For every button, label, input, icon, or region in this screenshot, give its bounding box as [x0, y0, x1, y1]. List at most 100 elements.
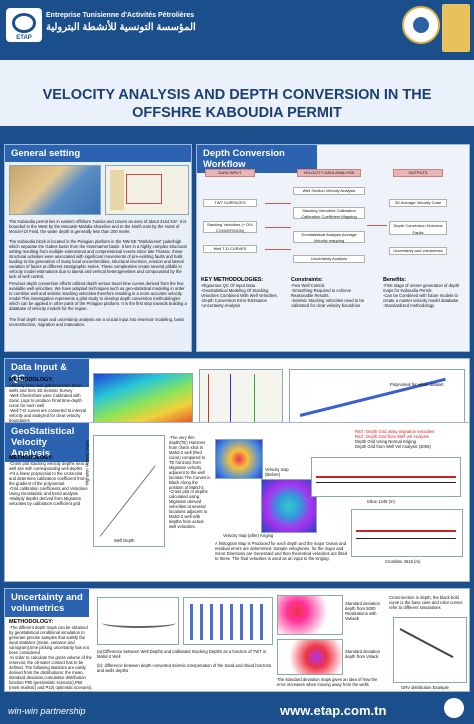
std-deviation-map-a: [277, 595, 343, 635]
benefits: Benefits: -First stage of orener generat…: [383, 277, 469, 308]
geostat-note1: -The very thin depth(TE) Horizons from c…: [169, 435, 211, 490]
block-map: [105, 165, 189, 215]
workflow-head: Depth Conversion Workflow: [197, 145, 317, 173]
well-depth-label: Well Depth: [114, 538, 135, 543]
std-deviation-map-b: [277, 639, 343, 675]
geostat-item: -Multiply depths derived from Migration …: [9, 496, 82, 506]
grv-caption: GRV distribution Example: [401, 685, 449, 690]
flow-col-outputs: OUTPUTS: [393, 169, 443, 177]
etap-mark-icon: [12, 13, 36, 33]
general-p1: The Kaboudia permit lies in eastern offs…: [9, 219, 187, 234]
key-item: -Depth Conversion Error Estimation: [201, 298, 268, 303]
flow-an-geostat: Geostatistical Analysis Average Velocity…: [293, 231, 365, 243]
geostat-note2: -Cross plot of depths calculated using M…: [169, 489, 208, 529]
uncertainty-caption-b: (b): difference between depth converted …: [97, 663, 272, 673]
inline-section: [311, 457, 461, 497]
data-qc-item: -Velocity Data was gathered from three w…: [9, 383, 82, 393]
depth-grid-legend: Red : Depth Grid using migration velocit…: [355, 429, 467, 449]
constraint-item: -Few Well Control.: [291, 283, 326, 288]
constraint-item: Reasonable Results.: [291, 293, 330, 298]
uncertainty-item: -In order to calculate the gross volume …: [9, 655, 93, 690]
key-item: -Rigourous QC Of Input Data: [201, 283, 255, 288]
data-qc-item: -Well Checkshots were Calibrated with So…: [9, 393, 82, 408]
general-p2: The Kaboudia block is located in the Pel…: [9, 239, 187, 279]
flow-an-well: Well Section Velocity Analysis: [293, 187, 365, 195]
benefit-item: -Standardized methodology: [383, 303, 435, 308]
constraint-item: -Smoothing Required to Achieve: [291, 288, 352, 293]
velocity-compilation-plot: Polynomial for whole dataset: [289, 369, 465, 425]
geostat-item: -Grid calibration coefficients and Veloc…: [9, 486, 88, 496]
inline-caption: Inline 1249 (m): [367, 499, 395, 504]
website-link[interactable]: www.etap.com.tn: [280, 703, 387, 718]
data-qc-item: -Well T-D curves are converted to interv…: [9, 408, 86, 423]
grv-distribution-plot: [393, 617, 467, 683]
poster-title: VELOCITY ANALYSIS AND DEPTH CONVERSION I…: [42, 87, 432, 121]
key-item: Velocities Combined With Well Velocities…: [201, 293, 278, 298]
std-map-a-label: Standard deviation depth from 5000 Reali…: [345, 601, 380, 621]
geostat-method-head: METHODOLOGY:: [9, 455, 54, 461]
flow-an-calib: Stacking Velocities Calibration Calibrat…: [293, 207, 365, 219]
flow-col-analysis: VELOCITY DATA ANALYSIS: [297, 169, 361, 177]
flow-out-cube: 3D Average Velocity Cube: [389, 199, 447, 207]
flow-out-uncert: Uncertainty and volumetrics: [389, 247, 447, 255]
flow-an-uncert: Uncertainty Analysis: [293, 255, 365, 263]
flow-out-depth: Depth Conversion Horizons Faults: [389, 221, 447, 235]
uncertainty-panel: Uncertainty and volumetrics METHODOLOGY:…: [4, 588, 470, 692]
key-item: -Geostatistical Modeling Of Stacking: [201, 288, 269, 293]
uncertainty-item: -The different depth maps can be obtaine…: [9, 625, 89, 655]
flow-in-twt: TWT SURFACES: [203, 199, 257, 207]
flow-arrow: [265, 227, 291, 228]
data-qc-method-head: METHODOLOGY:: [9, 377, 54, 383]
legend-item: Depth Grid Using Normal Kriging: [355, 439, 416, 444]
general-p3: Previous depth conversion efforts utiliz…: [9, 281, 187, 311]
benefit-item: maps for Kaboudia Permit.: [383, 288, 433, 293]
map-after-label: Velocity map (after) Kriging: [223, 533, 274, 538]
legend-item: Red : Depth Grid from Well Vel Analysis: [355, 434, 429, 439]
constraints-head: Constraints:: [291, 277, 323, 283]
geostat-panel: GeoStatistical Velocity Analysis METHODO…: [4, 422, 470, 582]
certification-icon: [444, 698, 464, 718]
tagline: win-win partnership: [8, 706, 86, 716]
workflow-panel: Depth Conversion Workflow DATA INPUT VEL…: [196, 144, 470, 352]
uncertainty-methodology: METHODOLOGY: -The different depth maps c…: [9, 619, 93, 690]
crossplot-depth: Well Depth: [93, 435, 165, 547]
benefits-head: Benefits:: [383, 277, 407, 283]
crossline-caption: Crossline 4515 (m): [385, 559, 421, 564]
crossline-section: [351, 509, 463, 557]
data-qc-head: Data Input & QC: [5, 359, 89, 387]
geostat-item: -Cross plot stacking velocity depths nea…: [9, 461, 88, 471]
velocity-map-before: [215, 439, 263, 479]
benefit-item: -Can be Combined with future models to: [383, 293, 458, 298]
etap-logo: ETAP: [6, 8, 42, 42]
location-map: [9, 165, 101, 215]
constraints: Constraints: -Few Well Control. -Smoothi…: [291, 277, 381, 308]
general-p4: The final depth maps and uncertainty ana…: [9, 317, 185, 327]
flow-in-stacking: Stacking Velocities (+ DIX CONVERSION): [203, 221, 257, 233]
key-methodologies: KEY METHODOLOGIES: -Rigourous QC Of Inpu…: [201, 277, 287, 308]
uncertainty-head: Uncertainty and volumetrics: [5, 589, 89, 617]
geostat-head: GeoStatistical Velocity Analysis: [5, 423, 89, 462]
mig-depth-label: Migration Velocity Depth: [84, 440, 90, 486]
plot-label: Polynomial for whole dataset: [390, 382, 444, 387]
header: ETAP Entreprise Tunisienne d'Activités P…: [0, 0, 474, 60]
flow-col-input: DATA INPUT: [205, 169, 255, 177]
general-setting-head: General setting: [5, 145, 191, 162]
stacking-velocity-cube: [93, 373, 193, 425]
well-td-curves: [199, 369, 283, 425]
geostat-note3: A histogram Map is Produced for each dep…: [215, 541, 348, 561]
general-setting-panel: General setting The Kaboudia permit lies…: [4, 144, 192, 352]
logo-text: ETAP: [16, 35, 32, 41]
map-before-label: Velocity map (Before): [265, 467, 289, 477]
constraint-item: -Seismic Stacking Velocities need to be: [291, 298, 365, 303]
flow-in-well: Well T-D CURVES: [203, 245, 257, 253]
uncertainty-caption-a: (a):Difference between Well Depths and c…: [97, 649, 267, 659]
key-item: -Uncertainty Analysis: [201, 303, 241, 308]
key-head: KEY METHODOLOGIES:: [201, 277, 264, 283]
flow-arrow: [265, 249, 291, 250]
depth-difference-plot-b: [183, 597, 273, 645]
legend-item: Red : Depth Grid using migration velocit…: [355, 429, 435, 434]
anniversary-seal-icon: [402, 6, 440, 44]
org-name-fr: Entreprise Tunisienne d'Activités Pétrol…: [46, 12, 195, 19]
geostat-item: -Fit a linear polynomial to the cross-pl…: [9, 471, 86, 486]
constraint-item: calibrated for clear velocity boundries: [291, 303, 361, 308]
